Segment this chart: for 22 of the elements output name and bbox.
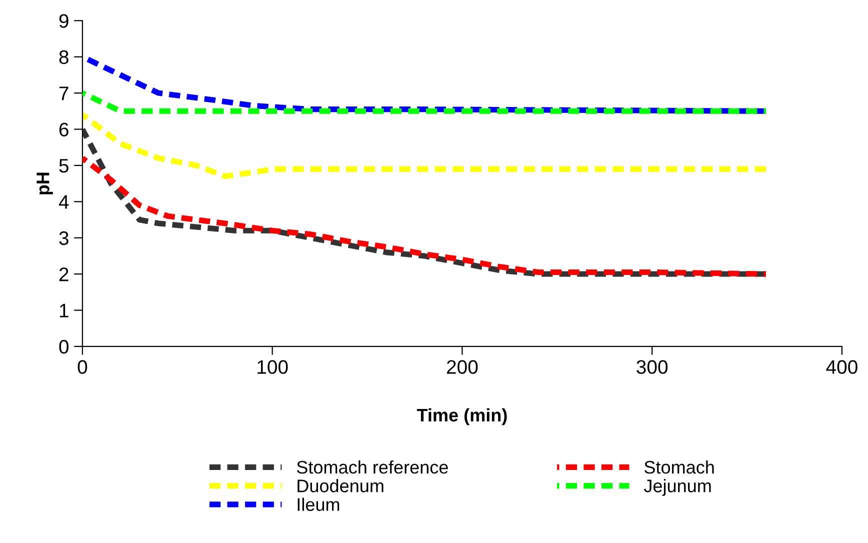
y-tick-label: 2 [59,268,68,282]
x-tick-label: 0 [78,360,88,374]
y-axis-title: pH [36,172,53,194]
legend-label: Ileum [298,498,340,511]
y-tick-label: 3 [59,231,68,246]
y-tick-label: 1 [60,304,68,318]
x-tick-label: 400 [826,360,858,374]
y-tick-label: 8 [59,50,68,64]
y-tick-label: 6 [59,122,68,136]
legend-label: Stomach reference [296,460,448,474]
y-tick-label: 4 [58,195,69,209]
y-tick-label: 7 [59,86,68,100]
legend-label: Duodenum [298,479,384,492]
x-tick-label: 200 [446,360,478,374]
legend-label: Jejunum [644,479,711,496]
legend-label: Stomach [644,460,714,474]
y-tick-label: 0 [59,340,69,354]
y-tick-label: 9 [59,14,68,28]
x-axis-title: Time (min) [416,408,507,426]
x-tick-label: 100 [258,360,288,374]
y-tick-label: 5 [59,159,68,173]
x-tick-label: 300 [636,360,668,374]
